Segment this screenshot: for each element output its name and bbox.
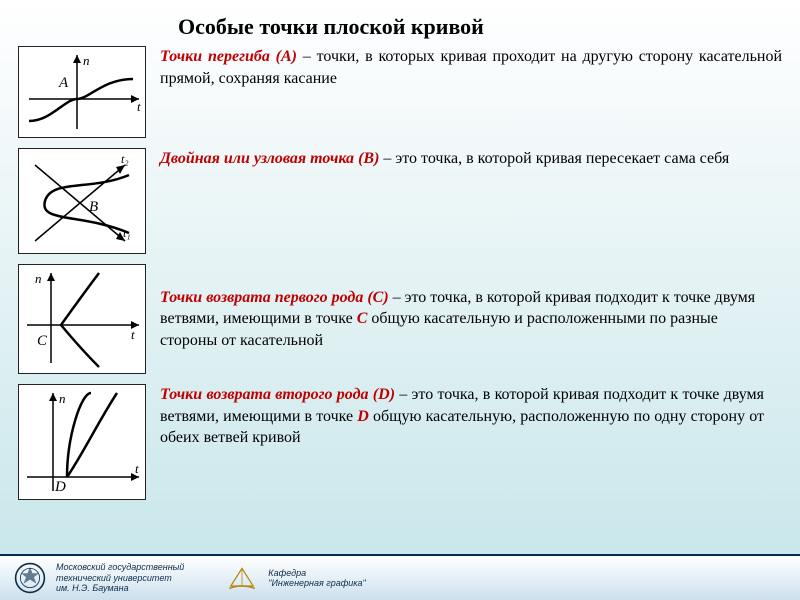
- slide: Особые точки плоской кривой t n A Точки …: [0, 0, 800, 600]
- diagram-d: t n D: [18, 384, 146, 500]
- slide-title: Особые точки плоской кривой: [178, 14, 782, 40]
- desc-c: Точки возврата первого рода (С) – это то…: [160, 287, 782, 352]
- department-logo-icon: [226, 562, 258, 594]
- mid-letter-d: D: [357, 408, 369, 425]
- point-b-label: B: [89, 199, 98, 215]
- section-double-point: t₂ t₁ B Двойная или узловая точка (В) – …: [18, 148, 782, 254]
- term-c: Точки возврата первого рода (С): [160, 289, 393, 306]
- point-c-label: C: [37, 333, 48, 349]
- axis-n-c: n: [35, 271, 42, 286]
- point-a-label: A: [58, 75, 69, 91]
- term-d: Точки возврата второго рода (D): [160, 386, 399, 403]
- axis-t-c: t: [131, 327, 135, 342]
- point-d-label: D: [54, 479, 66, 495]
- axis-t2-label: t₂: [121, 152, 129, 166]
- axis-n-label: n: [83, 53, 90, 68]
- diagram-c: t n C: [18, 264, 146, 374]
- section-inflection: t n A Точки перегиба (А) – точки, в кото…: [18, 46, 782, 138]
- section-cusp-first-kind: t n C Точки возврата первого рода (С) – …: [18, 264, 782, 374]
- axis-t-d: t: [135, 461, 139, 476]
- university-logo-icon: [14, 562, 46, 594]
- term-a: Точки перегиба (А): [160, 48, 303, 65]
- desc-a: Точки перегиба (А) – точки, в которых кр…: [160, 46, 782, 89]
- section-cusp-second-kind: t n D Точки возврата второго рода (D) – …: [18, 384, 782, 500]
- axis-t-label: t: [137, 99, 141, 114]
- term-b: Двойная или узловая точка (В): [160, 150, 383, 167]
- desc-d: Точки возврата второго рода (D) – это то…: [160, 384, 782, 449]
- department-name: Кафедра "Инженерная графика": [268, 568, 365, 589]
- mid-letter-c: С: [357, 310, 368, 327]
- footer: Московский государственный технический у…: [0, 554, 800, 600]
- university-name: Московский государственный технический у…: [56, 562, 184, 593]
- axis-n-d: n: [59, 391, 66, 406]
- desc-b: Двойная или узловая точка (В) – это точк…: [160, 148, 759, 170]
- diagram-a: t n A: [18, 46, 146, 138]
- diagram-b: t₂ t₁ B: [18, 148, 146, 254]
